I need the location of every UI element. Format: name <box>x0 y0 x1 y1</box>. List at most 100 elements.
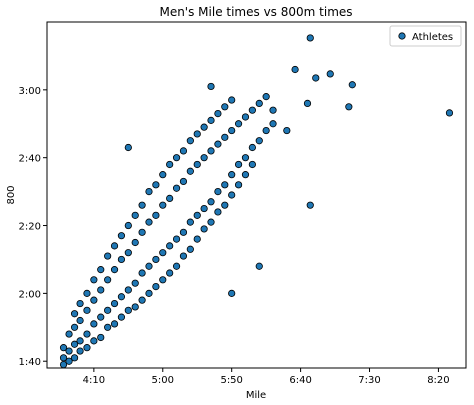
point <box>207 116 215 124</box>
point <box>228 96 236 104</box>
point <box>193 160 201 169</box>
point <box>172 154 181 162</box>
point <box>445 109 454 117</box>
point <box>166 269 174 277</box>
point <box>255 262 263 270</box>
point <box>214 109 222 118</box>
point <box>90 296 98 304</box>
point <box>166 242 174 250</box>
x-tick-label: 8:20 <box>427 375 449 386</box>
point <box>65 330 73 338</box>
point <box>110 242 119 250</box>
point <box>200 154 208 162</box>
point <box>166 160 174 169</box>
point <box>248 160 256 169</box>
point <box>228 171 236 179</box>
point <box>255 99 263 108</box>
point <box>110 266 119 274</box>
point <box>255 137 263 145</box>
point <box>90 320 98 328</box>
plot-frame <box>46 21 467 369</box>
point <box>97 286 105 294</box>
x-tick-label: 7:30 <box>358 375 380 386</box>
point <box>207 198 215 206</box>
point <box>248 106 256 114</box>
point <box>207 82 215 91</box>
point <box>166 194 174 202</box>
point <box>179 228 188 236</box>
point <box>241 154 250 162</box>
point <box>207 147 215 155</box>
point <box>214 188 222 196</box>
point <box>145 218 153 226</box>
point <box>70 323 79 331</box>
point <box>59 344 68 352</box>
point <box>207 218 215 226</box>
point <box>65 357 73 365</box>
chart-title: Men's Mile times vs 800m times <box>159 5 352 19</box>
point <box>269 120 277 128</box>
point <box>228 191 236 199</box>
point <box>117 293 126 301</box>
point <box>193 235 201 243</box>
point <box>145 262 153 270</box>
point <box>83 330 91 338</box>
point <box>283 126 291 135</box>
point <box>124 249 132 257</box>
point <box>152 255 160 264</box>
point <box>138 269 146 277</box>
point <box>104 323 112 331</box>
point <box>348 81 356 89</box>
x-tick-label: 6:40 <box>289 375 311 386</box>
point <box>97 333 105 342</box>
y-tick-label: 2:00 <box>19 289 41 300</box>
point <box>186 137 194 145</box>
point <box>172 184 181 192</box>
point <box>241 171 250 179</box>
point <box>70 310 79 318</box>
point <box>90 276 98 284</box>
point <box>228 126 236 135</box>
point <box>228 289 236 297</box>
point <box>97 266 105 274</box>
point <box>186 218 194 226</box>
point <box>76 299 84 308</box>
point <box>83 306 91 314</box>
point <box>138 296 146 304</box>
point <box>200 204 208 213</box>
point <box>234 181 243 189</box>
point <box>221 133 229 141</box>
point <box>152 282 160 291</box>
point <box>70 340 79 348</box>
point <box>186 167 194 175</box>
point <box>117 232 126 240</box>
point <box>152 181 160 189</box>
point <box>83 289 91 297</box>
point <box>145 289 153 297</box>
legend-marker <box>398 32 406 40</box>
y-tick-label: 3:00 <box>19 86 41 97</box>
y-tick-label: 1:40 <box>19 357 41 368</box>
point <box>83 344 91 352</box>
point <box>200 123 208 131</box>
point <box>200 225 208 233</box>
point <box>179 252 188 260</box>
point <box>110 299 119 308</box>
point <box>159 276 167 284</box>
point <box>110 320 119 328</box>
point <box>326 70 334 78</box>
point <box>124 143 132 152</box>
point <box>65 347 73 355</box>
x-tick-label: 5:50 <box>220 375 242 386</box>
point <box>70 354 79 362</box>
point <box>234 160 243 169</box>
point <box>291 65 299 74</box>
point <box>179 177 188 186</box>
point <box>345 103 353 111</box>
point <box>124 221 132 230</box>
point <box>221 103 229 111</box>
point <box>186 245 194 253</box>
point <box>248 143 256 152</box>
